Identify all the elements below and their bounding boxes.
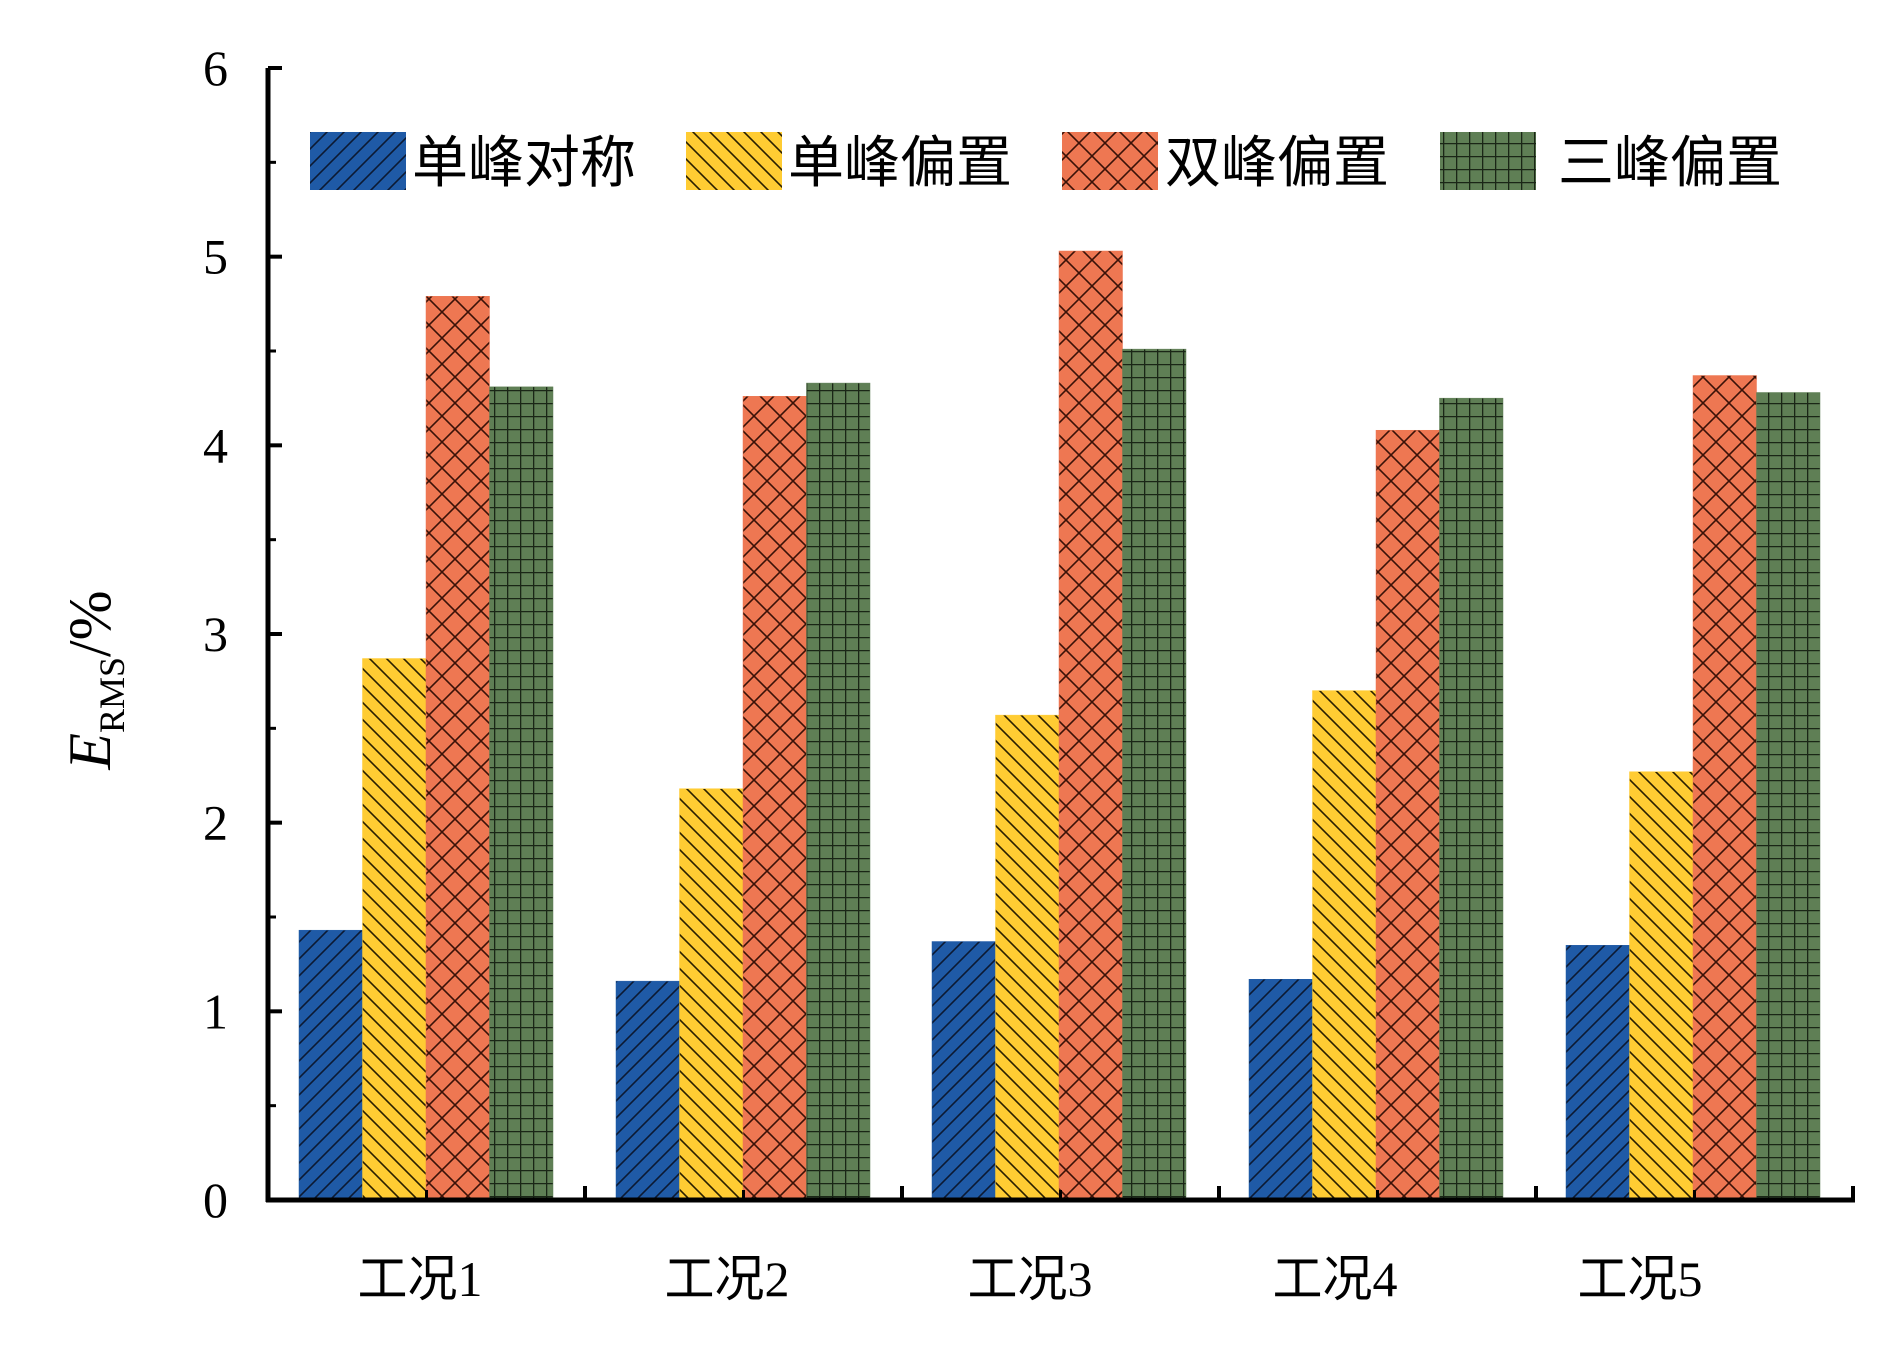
x-tick-label: 工况2 [665,1251,790,1307]
legend-label-3: 双峰偏置 [1165,131,1389,196]
legend-swatch-3 [1062,132,1158,190]
y-tick-label: 6 [203,40,228,96]
legend-label-4: 三峰偏置 [1558,131,1782,196]
bar-4-series-3 [1375,429,1440,1201]
bar-5-series-2 [1629,771,1694,1201]
legend-label-2: 单峰偏置 [788,131,1012,196]
x-tick-label: 工况4 [1273,1251,1398,1307]
y-axis-title-subscript: RMS [92,657,132,733]
legend: 单峰对称 单峰偏置 双峰偏置 三峰偏置 [310,131,1782,196]
y-tick-label: 1 [203,983,228,1039]
legend-label-1: 单峰对称 [412,131,636,196]
y-tick-label: 2 [203,795,228,851]
bar-4-series-4 [1439,397,1504,1201]
legend-swatch-2 [686,132,782,190]
bar-1-series-4 [489,386,554,1201]
bar-5-series-1 [1565,945,1630,1201]
bar-4-series-2 [1312,690,1377,1201]
bar-2-series-3 [742,396,807,1201]
y-tick-label: 0 [203,1172,228,1228]
bar-5-series-4 [1756,392,1821,1201]
bar-3-series-3 [1058,250,1123,1201]
axes-group: 0 1 2 3 4 5 6 工况1 工况2 工况3 工况4 工况5 [203,40,1855,1307]
y-tick-label: 4 [203,417,228,473]
legend-swatch-4 [1440,132,1536,190]
bar-3-series-1 [931,941,996,1201]
bar-1-series-2 [362,658,427,1201]
y-axis-title: ERMS/% [57,590,132,770]
y-axis-title-unit: /% [57,590,123,657]
bar-4-series-1 [1248,979,1313,1201]
bar-2-series-4 [806,382,871,1201]
bars-group [298,250,1821,1201]
x-tick-label: 工况1 [358,1251,483,1307]
legend-swatch-1 [310,132,406,190]
bar-3-series-4 [1122,348,1187,1201]
x-tick-label: 工况3 [968,1251,1093,1307]
bar-2-series-1 [615,980,680,1201]
bar-3-series-2 [995,714,1060,1201]
y-tick-label: 3 [203,606,228,662]
x-tick-label: 工况5 [1578,1251,1703,1307]
y-tick-label: 5 [203,229,228,285]
bar-1-series-1 [298,929,363,1201]
bar-1-series-3 [425,296,490,1201]
y-axis-title-main: E [57,733,123,771]
bar-2-series-2 [679,788,744,1201]
bar-5-series-3 [1692,375,1757,1201]
